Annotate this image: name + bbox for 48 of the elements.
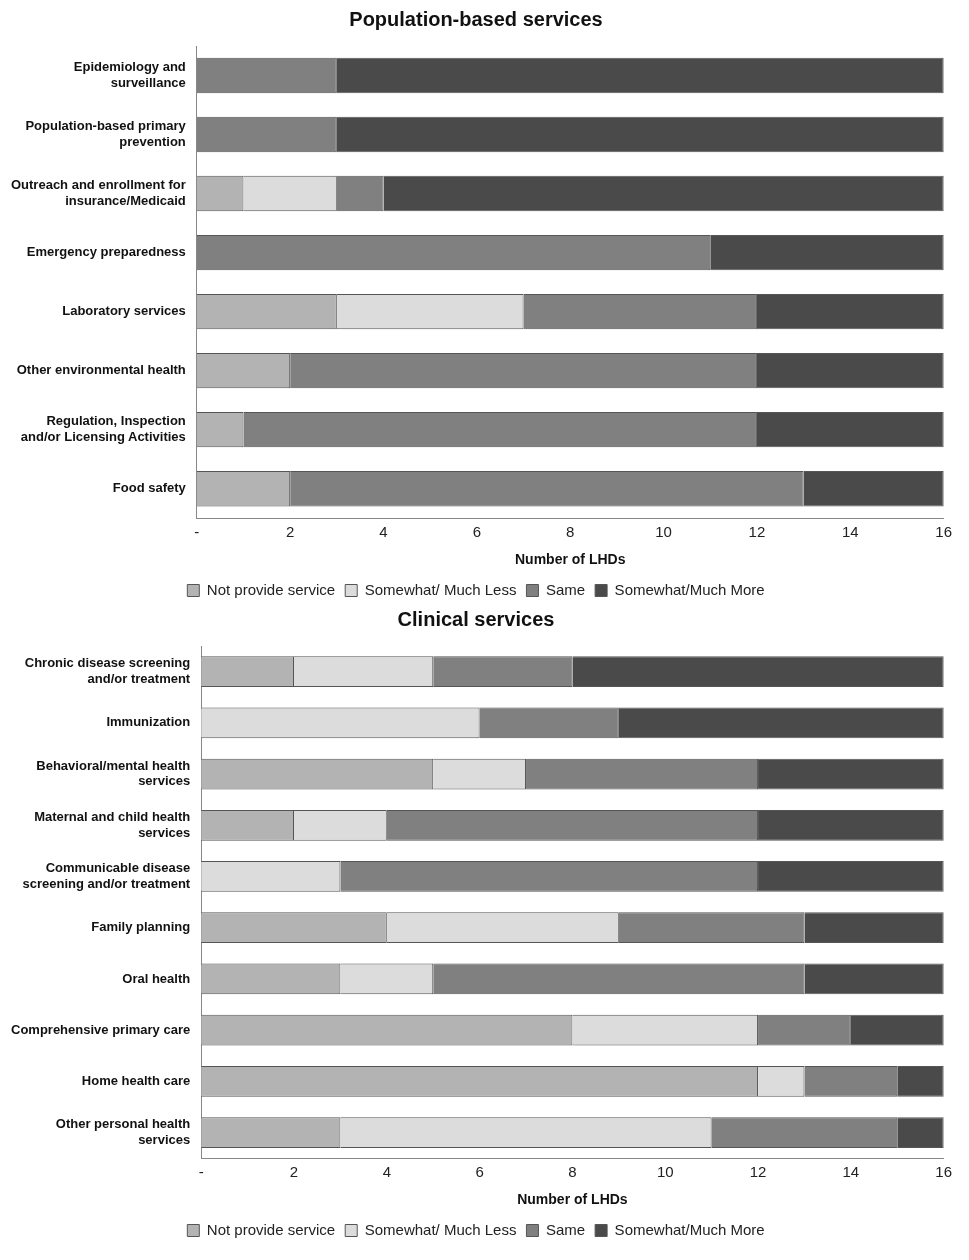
legend-label: Somewhat/Much More	[614, 1220, 765, 1238]
y-tick-label: Laboratory services	[62, 303, 186, 319]
x-tick-label: 2	[289, 1163, 299, 1181]
y-tick-label: Other environmental health	[16, 362, 186, 378]
x-tick-label: 8	[566, 523, 575, 541]
y-tick-label: Communicable disease screening and/or treatment	[22, 860, 191, 891]
x-tick-label: 4	[382, 1163, 391, 1181]
legend-label: Not provide service	[206, 580, 336, 598]
y-tick-label: Maternal and child health services	[34, 809, 191, 840]
y-tick-label: Food safety	[112, 480, 187, 496]
x-tick-label: -	[198, 1163, 204, 1181]
legend-label: Somewhat/ Much Less	[364, 1220, 517, 1238]
x-tick-label: 4	[379, 523, 388, 541]
y-tick-label: Behavioral/mental health services	[36, 757, 191, 789]
y-tick-label: Population-based primary prevention	[25, 118, 187, 149]
y-tick-label: Chronic disease screening and/or treatment	[24, 655, 191, 686]
y-tick-label: Oral health	[122, 970, 191, 986]
y-tick-label: Immunization	[106, 714, 191, 730]
chart-title: Population-based services	[349, 7, 603, 30]
x-tick-label: 16	[935, 523, 952, 541]
chart-title: Clinical services	[397, 607, 555, 630]
legend-label: Same	[545, 580, 586, 598]
y-tick-label: Emergency preparedness	[26, 244, 186, 260]
y-tick-label: Epidemiology and surveillance	[73, 59, 186, 90]
x-tick-label: 10	[655, 523, 672, 541]
x-tick-label: 6	[475, 1163, 484, 1181]
x-tick-label: 2	[285, 523, 295, 541]
x-tick-label: 8	[568, 1163, 577, 1181]
x-tick-label: -	[194, 523, 200, 541]
legend-label: Same	[545, 1220, 586, 1238]
x-axis-title: Number of LHDs	[515, 551, 626, 568]
x-tick-label: 12	[749, 1163, 767, 1181]
x-tick-label: 16	[935, 1163, 952, 1181]
y-tick-label: Comprehensive primary care	[10, 1021, 191, 1037]
legend-label: Somewhat/Much More	[614, 580, 765, 598]
y-tick-label: Other personal health services	[55, 1116, 191, 1147]
x-tick-label: 10	[656, 1163, 674, 1181]
legend-label: Somewhat/ Much Less	[364, 580, 517, 598]
y-tick-label: Family planning	[91, 919, 191, 935]
x-tick-label: 14	[842, 1163, 860, 1181]
legend-label: Not provide service	[206, 1220, 336, 1238]
y-tick-label: Home health care	[81, 1072, 191, 1088]
y-tick-label: Regulation, Inspection and/or Licensing Activities	[20, 413, 186, 445]
x-tick-label: 14	[841, 523, 859, 541]
x-axis-title: Number of LHDs	[517, 1191, 628, 1208]
y-tick-label: Outreach and enrollment for insurance/Medicaid	[10, 177, 186, 208]
x-tick-label: 6	[472, 523, 482, 541]
x-tick-label: 12	[748, 523, 766, 541]
